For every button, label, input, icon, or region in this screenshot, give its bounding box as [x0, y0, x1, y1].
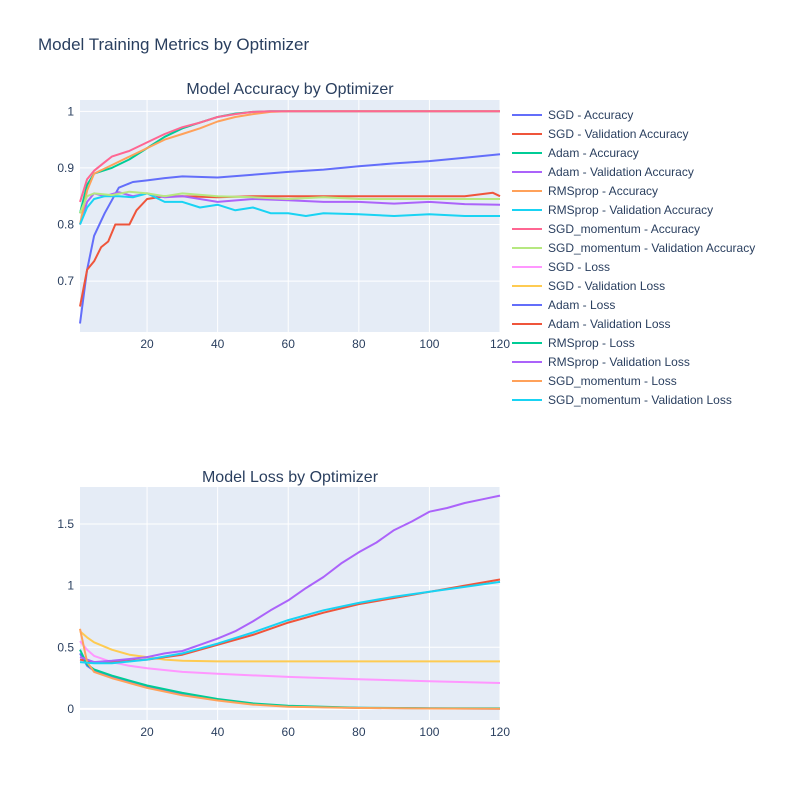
legend-item-sgd-validation-loss[interactable]: SGD - Validation Loss: [512, 279, 665, 293]
accuracy-y-ticks: 0.7 0.8 0.9 1: [57, 104, 74, 288]
loss-lines: [79, 494, 501, 710]
series-line-rmsprop-validation-accuracy: [79, 192, 500, 225]
loss-x-tick-label: 40: [211, 725, 225, 739]
legend-item-sgd-momentum-validation-accuracy[interactable]: SGD_momentum - Validation Accuracy: [512, 241, 755, 255]
legend-item-adam-loss[interactable]: Adam - Loss: [512, 298, 615, 312]
accuracy-y-tick-label: 0.8: [57, 217, 74, 231]
accuracy-x-tick-label: 60: [282, 337, 296, 351]
accuracy-chart-title: Model Accuracy by Optimizer: [186, 81, 394, 98]
legend-label: RMSprop - Loss: [548, 336, 635, 350]
series-line-sgd-momentum-accuracy: [79, 110, 500, 203]
loss-panel: 20 40 60 80 100 120 0 0.5 1 1.5 Model Loss by Op…: [57, 469, 510, 739]
loss-y-tick-label: 0: [67, 702, 74, 716]
legend-label: Adam - Validation Loss: [548, 317, 671, 331]
legend-label: Adam - Accuracy: [548, 146, 639, 160]
legend-label: RMSprop - Accuracy: [548, 184, 658, 198]
accuracy-x-tick-label: 100: [419, 337, 439, 351]
series-line-sgd-validation-loss: [79, 630, 500, 663]
loss-x-tick-label: 100: [419, 725, 439, 739]
accuracy-x-ticks: 20 40 60 80 100 120: [140, 337, 510, 351]
legend-label: Adam - Loss: [548, 298, 615, 312]
legend-item-adam-validation-loss[interactable]: Adam - Validation Loss: [512, 317, 671, 331]
loss-x-tick-label: 60: [282, 725, 296, 739]
accuracy-x-tick-label: 40: [211, 337, 225, 351]
loss-y-ticks: 0 0.5 1 1.5: [57, 517, 74, 716]
legend-label: SGD_momentum - Loss: [548, 374, 677, 388]
accuracy-panel: 20 40 60 80 100 120 0.7 0.8 0.9 1 Model Accuracy…: [57, 81, 510, 351]
accuracy-y-tick-label: 1: [67, 104, 74, 118]
legend[interactable]: SGD - Accuracy SGD - Validation Accuracy A…: [512, 108, 755, 407]
loss-x-ticks: 20 40 60 80 100 120: [140, 725, 510, 739]
series-line-sgd-momentum-loss: [79, 628, 501, 710]
accuracy-x-tick-label: 120: [490, 337, 510, 351]
series-line-rmsprop-validation-loss: [79, 494, 501, 664]
legend-label: SGD - Loss: [548, 260, 610, 274]
legend-item-sgd-momentum-validation-loss[interactable]: SGD_momentum - Validation Loss: [512, 393, 732, 407]
legend-label: RMSprop - Validation Loss: [548, 355, 690, 369]
accuracy-y-tick-label: 0.9: [57, 161, 74, 175]
accuracy-lines: [79, 110, 501, 324]
legend-item-rmsprop-validation-accuracy[interactable]: RMSprop - Validation Accuracy: [512, 203, 713, 217]
accuracy-plot-background: [80, 100, 500, 332]
loss-y-tick-label: 1.5: [57, 517, 74, 531]
legend-label: SGD_momentum - Validation Accuracy: [548, 241, 755, 255]
legend-item-rmsprop-validation-loss[interactable]: RMSprop - Validation Loss: [512, 355, 690, 369]
legend-label: SGD - Validation Accuracy: [548, 127, 689, 141]
legend-item-sgd-momentum-accuracy[interactable]: SGD_momentum - Accuracy: [512, 222, 700, 236]
series-line-sgd-momentum-validation-loss: [79, 580, 501, 665]
loss-chart-title: Model Loss by Optimizer: [202, 469, 379, 486]
loss-y-tick-label: 0.5: [57, 640, 74, 654]
legend-item-sgd-accuracy[interactable]: SGD - Accuracy: [512, 108, 633, 122]
legend-label: RMSprop - Validation Accuracy: [548, 203, 713, 217]
legend-label: SGD - Accuracy: [548, 108, 633, 122]
legend-item-rmsprop-loss[interactable]: RMSprop - Loss: [512, 336, 635, 350]
legend-item-sgd-validation-accuracy[interactable]: SGD - Validation Accuracy: [512, 127, 689, 141]
legend-label: SGD_momentum - Accuracy: [548, 222, 700, 236]
legend-label: SGD_momentum - Validation Loss: [548, 393, 732, 407]
legend-label: SGD - Validation Loss: [548, 279, 665, 293]
series-line-sgd-accuracy: [79, 153, 501, 324]
legend-item-adam-validation-accuracy[interactable]: Adam - Validation Accuracy: [512, 165, 694, 179]
legend-label: Adam - Validation Accuracy: [548, 165, 694, 179]
legend-item-rmsprop-accuracy[interactable]: RMSprop - Accuracy: [512, 184, 658, 198]
accuracy-x-tick-label: 20: [140, 337, 154, 351]
loss-x-tick-label: 20: [140, 725, 154, 739]
loss-x-tick-label: 120: [490, 725, 510, 739]
loss-y-tick-label: 1: [67, 579, 74, 593]
legend-item-sgd-loss[interactable]: SGD - Loss: [512, 260, 610, 274]
series-line-sgd-momentum-validation-accuracy: [79, 190, 500, 214]
accuracy-y-tick-label: 0.7: [57, 274, 74, 288]
legend-item-adam-accuracy[interactable]: Adam - Accuracy: [512, 146, 639, 160]
accuracy-x-tick-label: 80: [352, 337, 366, 351]
legend-item-sgd-momentum-loss[interactable]: SGD_momentum - Loss: [512, 374, 677, 388]
loss-x-tick-label: 80: [352, 725, 366, 739]
series-line-sgd-loss: [79, 640, 501, 684]
figure-title: Model Training Metrics by Optimizer: [38, 35, 309, 54]
series-line-rmsprop-accuracy: [79, 110, 500, 225]
